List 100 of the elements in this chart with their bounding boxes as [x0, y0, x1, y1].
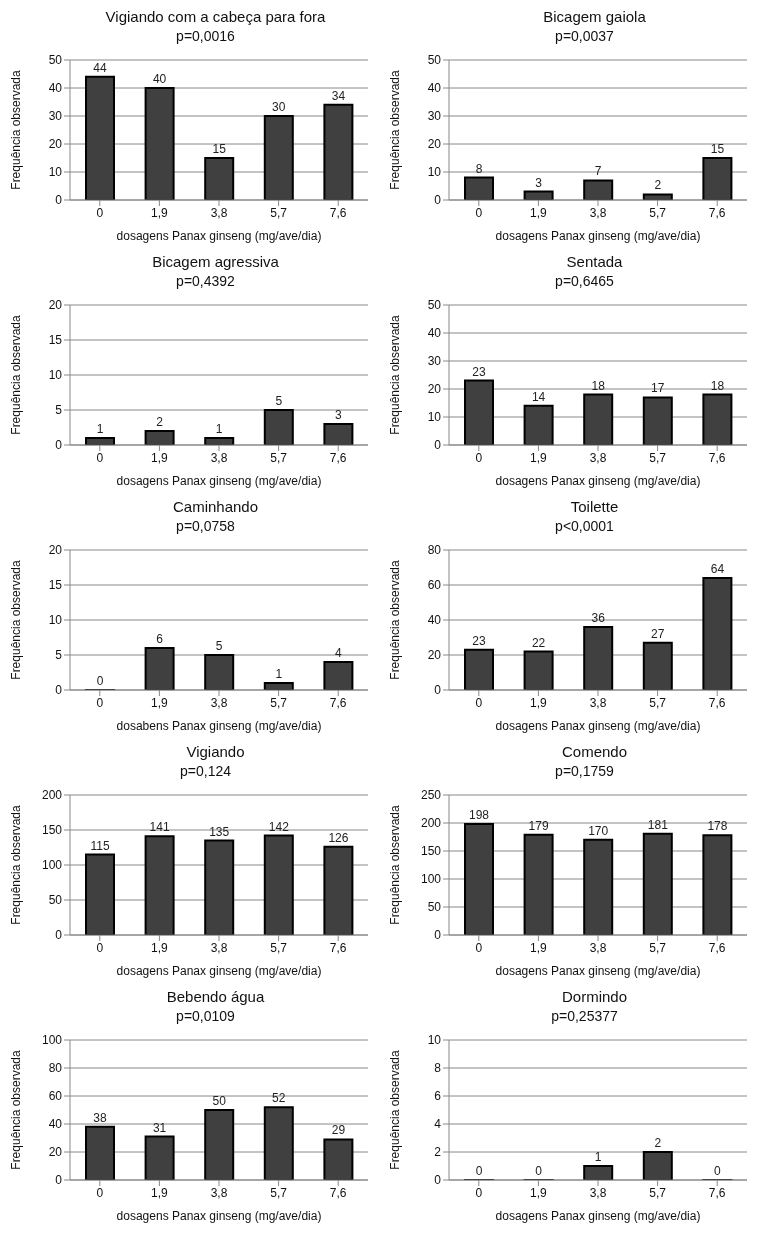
y-tick-label: 20 — [48, 298, 63, 313]
data-label: 29 — [331, 1123, 346, 1138]
text: p=0,124 — [180, 763, 231, 779]
x-tick-label: 3,8 — [589, 1185, 607, 1200]
y-axis-title: Frequência observada — [9, 314, 24, 435]
x-tick-label: 7,6 — [329, 450, 347, 465]
chart-title: Bebendo água — [165, 988, 266, 1007]
x-tick-label: 5,7 — [270, 695, 288, 710]
data-label: 0 — [714, 1163, 722, 1178]
y-tick-label: 6 — [434, 1089, 442, 1104]
y-tick-label: 0 — [55, 683, 63, 698]
text: p=0,4392 — [176, 273, 235, 289]
chart-title: Dormindo — [561, 988, 628, 1007]
data-label: 15 — [710, 142, 725, 156]
data-label: 31 — [152, 1120, 167, 1135]
y-tick-label: 60 — [427, 578, 442, 593]
x-tick-label: 1,9 — [530, 940, 548, 955]
y-tick-label: 250 — [420, 788, 442, 803]
data-label: 36 — [591, 611, 606, 625]
y-tick-label: 100 — [41, 1033, 63, 1048]
y-tick-label: 10 — [48, 165, 63, 180]
y-axis-title: Frequência observada — [9, 69, 24, 190]
data-label: 22 — [531, 635, 546, 650]
x-tick-label: 3,8 — [589, 940, 607, 955]
x-tick-label: 3,8 — [210, 205, 228, 220]
y-tick-label: 10 — [427, 410, 442, 425]
y-tick-label: 15 — [48, 333, 63, 348]
x-tick-label: 7,6 — [329, 1185, 347, 1200]
chart-title: Comendo — [560, 743, 628, 762]
chart-title: Bicagem gaiola — [542, 8, 647, 27]
y-axis-title: Frequência observada — [388, 559, 403, 680]
x-tick-label: 1,9 — [530, 1185, 548, 1200]
y-axis-title: Frequência observada — [388, 804, 403, 925]
data-label: 50 — [212, 1094, 227, 1108]
data-label: 198 — [468, 808, 490, 823]
x-tick-label: 0 — [96, 940, 104, 955]
y-tick-label: 20 — [48, 1145, 63, 1160]
x-tick-label: 7,6 — [708, 205, 726, 220]
text: p=0,0037 — [555, 28, 614, 44]
x-tick-label: 5,7 — [649, 1185, 667, 1200]
x-tick-label: 3,8 — [210, 940, 228, 955]
x-tick-label: 0 — [96, 205, 104, 220]
data-label: 1 — [215, 422, 223, 436]
y-axis-title: Frequência observada — [9, 559, 24, 680]
x-tick-label: 0 — [475, 695, 483, 710]
data-label: 141 — [149, 820, 170, 835]
x-tick-label: 5,7 — [649, 450, 667, 465]
x-axis-title: dosagens Panax ginseng (mg/ave/dia) — [495, 1209, 701, 1223]
y-tick-label: 40 — [48, 1117, 63, 1132]
y-tick-label: 0 — [434, 1173, 442, 1188]
y-tick-label: 60 — [48, 1089, 63, 1104]
data-label: 115 — [90, 838, 110, 853]
data-label: 40 — [152, 72, 167, 86]
y-tick-label: 20 — [427, 137, 442, 152]
data-label: 2 — [654, 178, 662, 193]
x-axis-title: dosagens Panax ginseng (mg/ave/dia) — [116, 474, 322, 488]
y-tick-label: 20 — [427, 382, 442, 397]
y-tick-label: 200 — [420, 816, 442, 831]
y-tick-label: 0 — [434, 193, 442, 208]
data-label: 18 — [710, 378, 725, 393]
x-tick-label: 0 — [96, 695, 104, 710]
data-label: 38 — [93, 1110, 107, 1125]
x-tick-label: 0 — [96, 450, 104, 465]
y-tick-label: 10 — [48, 613, 63, 628]
data-label: 6 — [156, 632, 164, 646]
y-tick-label: 5 — [55, 648, 63, 663]
y-tick-label: 80 — [48, 1061, 63, 1076]
chart-title: Sentada — [565, 253, 624, 272]
data-label: 1 — [96, 422, 104, 436]
y-tick-label: 150 — [420, 844, 442, 859]
data-label: 1 — [594, 1150, 602, 1164]
data-label: 2 — [156, 415, 164, 429]
data-label: 5 — [275, 394, 283, 408]
x-tick-label: 1,9 — [151, 1185, 169, 1200]
data-label: 44 — [93, 60, 107, 75]
data-label: 0 — [96, 673, 104, 688]
text: p<0,0001 — [555, 518, 614, 534]
x-tick-label: 7,6 — [708, 940, 726, 955]
y-tick-label: 15 — [48, 578, 63, 593]
y-tick-label: 30 — [427, 354, 442, 369]
y-tick-label: 2 — [434, 1145, 442, 1160]
data-label: 64 — [710, 562, 725, 576]
data-label: 1 — [275, 667, 283, 681]
x-axis-title: dosabens Panax ginseng (mg/ave/dia) — [116, 719, 322, 733]
x-tick-label: 3,8 — [589, 450, 607, 465]
x-axis-title: dosagens Panax ginseng (mg/ave/dia) — [495, 229, 701, 243]
x-tick-label: 5,7 — [649, 205, 667, 220]
chart-title: Vigiando — [185, 743, 246, 762]
y-axis-title: Frequência observada — [9, 1049, 24, 1170]
text: p=0,0109 — [176, 1008, 235, 1024]
y-tick-label: 0 — [55, 438, 63, 453]
x-tick-label: 3,8 — [210, 1185, 228, 1200]
data-label: 2 — [654, 1136, 662, 1150]
y-tick-label: 40 — [427, 613, 442, 628]
y-tick-label: 0 — [55, 193, 63, 208]
chart-title: Bicagem agressiva — [151, 253, 280, 272]
x-tick-label: 7,6 — [708, 695, 726, 710]
y-tick-label: 8 — [434, 1061, 442, 1076]
x-tick-label: 7,6 — [329, 940, 347, 955]
x-axis-title: dosagens Panax ginseng (mg/ave/dia) — [116, 1209, 322, 1223]
